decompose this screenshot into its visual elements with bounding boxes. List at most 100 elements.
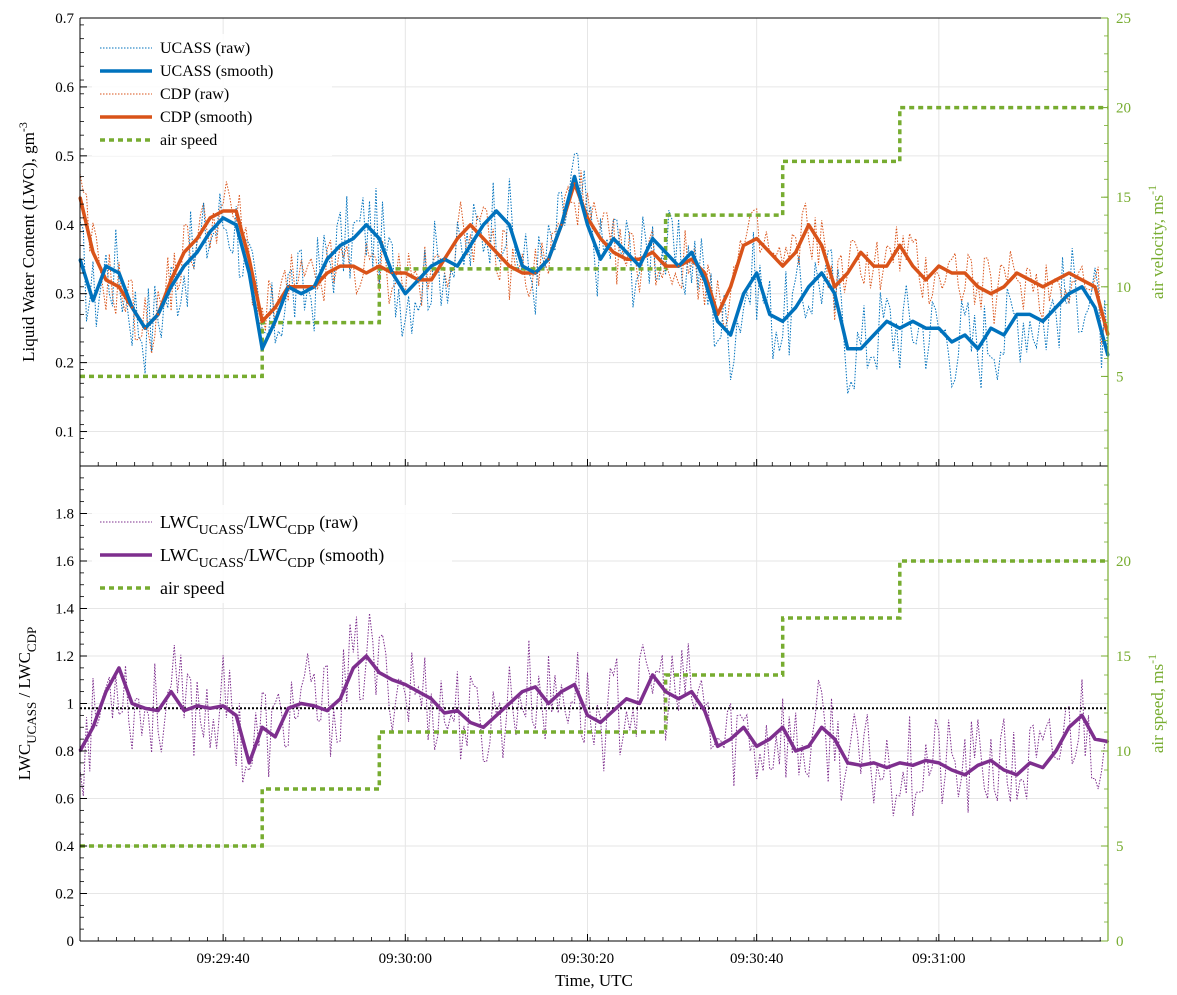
ucass-smooth-point (508, 223, 511, 226)
ucass-smooth-point (1067, 292, 1071, 295)
legend-top-label: UCASS (raw) (160, 40, 250, 57)
ucass-smooth-point (989, 327, 993, 330)
y-tick-label-top: 0.4 (55, 218, 74, 234)
ucass-smooth-point (170, 285, 173, 288)
ucass-smooth-point (872, 333, 875, 337)
ratio-smooth-point (300, 702, 303, 705)
ratio-smooth-point (846, 761, 849, 765)
legend-top-label: CDP (smooth) (160, 109, 252, 126)
cdp-smooth-point (534, 271, 537, 275)
ratio-smooth-point (430, 697, 433, 700)
ucass-smooth-point (91, 299, 95, 302)
ratio-smooth-point (456, 709, 459, 712)
ucass-smooth-point (807, 285, 810, 288)
cdp-smooth-line (78, 181, 1110, 336)
ucass-smooth-point (911, 320, 914, 323)
x-axis-label: Time, UTC (555, 971, 633, 990)
cdp-smooth-point (625, 258, 628, 261)
ratio-smooth-point (261, 726, 264, 729)
cdp-smooth-point (104, 278, 108, 281)
ratio-smooth-point (716, 745, 719, 748)
cdp-smooth-point (599, 237, 602, 240)
ratio-smooth-point (950, 768, 953, 772)
cdp-smooth-point (573, 182, 576, 185)
ucass-smooth-point (768, 313, 771, 316)
cdp-smooth-point (235, 209, 238, 213)
ratio-smooth-point (131, 702, 134, 705)
ratio-smooth-point (794, 749, 797, 753)
cdp-smooth-point (1093, 285, 1097, 288)
ratio-smooth-point (391, 678, 394, 681)
ucass-smooth-point (1093, 306, 1097, 309)
ucass-smooth-point (716, 320, 719, 323)
legend-top-box (92, 34, 332, 156)
ratio-smooth-point (820, 726, 823, 729)
ratio-smooth-point (326, 709, 329, 712)
ratio-smooth-point (573, 683, 576, 686)
y-axis-label-bottom: LWCUCASS / LWCCDP (15, 627, 39, 780)
ucass-smooth-point (104, 265, 108, 268)
ratio-smooth-point (365, 654, 368, 658)
cdp-smooth-point (768, 251, 771, 254)
ucass-smooth-point (924, 327, 927, 330)
ucass-smooth-point (950, 340, 953, 343)
cdp-smooth-point (898, 244, 901, 247)
cdp-smooth-point (872, 265, 875, 268)
ucass-smooth-point (638, 265, 641, 268)
cdp-smooth-point (846, 271, 849, 275)
ucass-smooth-point (404, 292, 407, 295)
ratio-smooth-point (104, 690, 108, 693)
ratio-smooth-point (417, 690, 420, 693)
cdp-smooth-point (976, 285, 980, 288)
y2-tick-label-top: 20 (1116, 101, 1131, 117)
ratio-smooth-point (989, 759, 993, 762)
x-tick-label: 09:30:40 (730, 951, 783, 967)
ucass-smooth-point (651, 237, 654, 240)
ratio-smooth-point (274, 735, 277, 738)
y-tick-label-bottom: 0.6 (55, 792, 74, 808)
cdp-smooth-point (807, 223, 810, 226)
cdp-smooth-point (508, 265, 511, 268)
ucass-smooth-point (599, 258, 602, 261)
ratio-smooth-point (872, 761, 875, 765)
cdp-smooth-point (495, 251, 498, 254)
ucass-smooth-point (209, 230, 212, 233)
cdp-smooth-point (1028, 278, 1031, 281)
cdp-smooth-point (820, 244, 823, 247)
plot-area (78, 105, 1110, 848)
cdp-smooth-point (703, 271, 706, 275)
y-tick-label-bottom: 1.2 (55, 649, 74, 665)
ratio-smooth-point (664, 690, 667, 693)
y-tick-label-top: 0.2 (55, 356, 74, 372)
x-tick-label: 09:29:40 (196, 951, 249, 967)
ratio-smooth-point (599, 721, 602, 724)
ratio-smooth-point (859, 764, 862, 767)
ratio-smooth-point (339, 697, 342, 700)
cdp-smooth-point (248, 258, 251, 261)
ucass-smooth-point (300, 292, 303, 295)
y-tick-label-bottom: 1.4 (55, 602, 74, 618)
ucass-smooth-point (833, 292, 836, 295)
cdp-smooth-point (209, 216, 212, 219)
cdp-smooth-point (131, 306, 134, 309)
ratio-smooth-point (378, 671, 381, 674)
y-tick-label-top: 0.1 (55, 425, 74, 441)
ucass-smooth-point (625, 251, 628, 254)
cdp-smooth-point (963, 271, 967, 275)
ucass-smooth-point (469, 244, 472, 247)
y-tick-label-bottom: 1.6 (55, 554, 74, 570)
ucass-smooth-line (78, 174, 1110, 357)
ratio-smooth-point (807, 745, 810, 748)
cdp-smooth-point (1080, 278, 1084, 281)
ucass-smooth-point (430, 265, 433, 268)
cdp-smooth-point (287, 285, 290, 288)
ratio-smooth-point (677, 697, 680, 700)
cdp-smooth-point (885, 265, 888, 268)
ucass-smooth-point (781, 320, 784, 323)
y2-axis-label-bottom: air speed, ms-1 (1145, 654, 1167, 753)
cdp-smooth-point (326, 271, 329, 275)
y-tick-label-top: 0.5 (55, 149, 74, 165)
ucass-smooth-point (248, 271, 251, 275)
ucass-smooth-point (1041, 320, 1044, 323)
